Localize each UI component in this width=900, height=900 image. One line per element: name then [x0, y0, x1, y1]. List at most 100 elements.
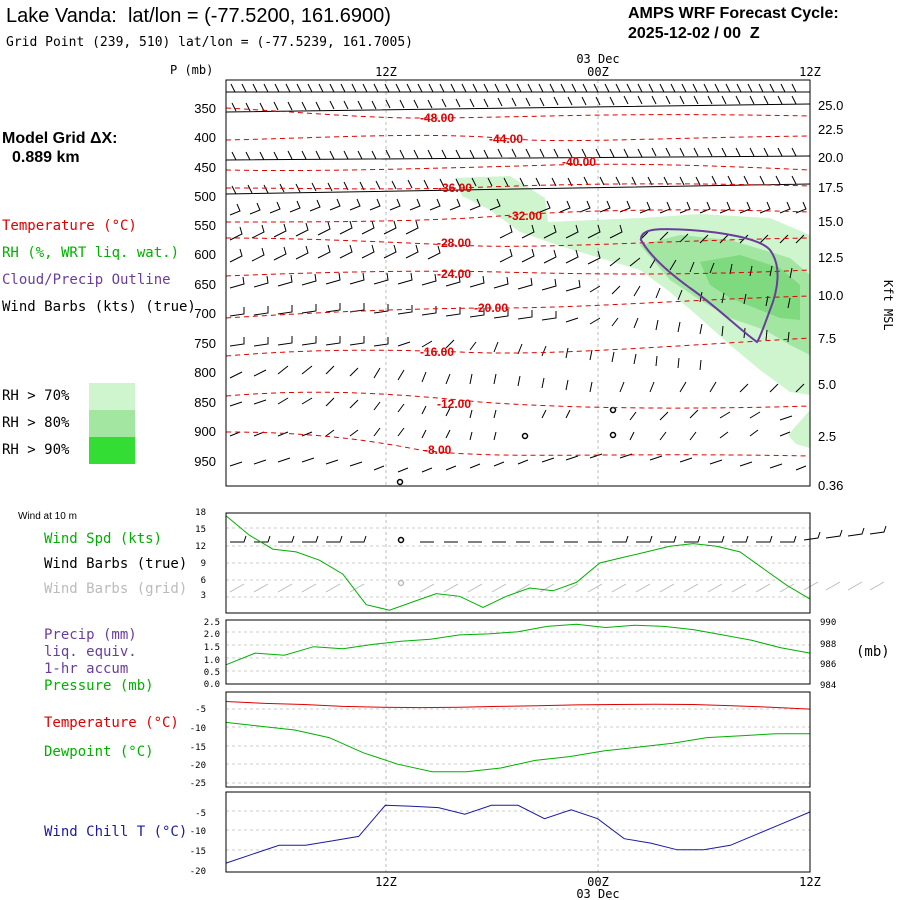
contour-label-16: -16.00	[420, 345, 454, 359]
precip-pressure-panel	[225, 619, 811, 685]
wc-tick-5: -5	[195, 809, 206, 819]
contour-44	[225, 134, 811, 142]
wind-barbs-true-row	[230, 525, 887, 543]
contour-label-32: -32.00	[508, 209, 542, 223]
calm-circle-1	[609, 406, 617, 414]
model-grid-value: 0.889 km	[12, 149, 80, 166]
height-tick-20: 20.0	[818, 150, 843, 165]
rh70-label: RH > 70%	[2, 388, 70, 404]
windchill-panel-ticks: -5 -10 -15 -20	[190, 809, 206, 877]
temp-tick-15: -15	[190, 743, 206, 753]
forecast-cycle-label: AMPS WRF Forecast Cycle:	[628, 5, 839, 22]
precip-tick-1-5: 1.5	[204, 643, 220, 653]
bottom-time-00z: 00Z	[587, 875, 609, 889]
pressure-tick-350: 350	[194, 101, 216, 116]
wind-chill-series	[225, 804, 811, 864]
temperature-contour-labels: -48.00 -44.00 -40.00 -36.00 -32.00 -28.0…	[420, 111, 596, 457]
wind-barb-field	[225, 83, 811, 473]
barb-row-550	[229, 198, 807, 216]
temp-dewpoint-panel	[225, 691, 811, 788]
height-tick-10: 10.0	[818, 288, 843, 303]
barb-row-350	[226, 83, 810, 93]
pressure-tick-500: 500	[194, 189, 216, 204]
top-time-00z: 00Z	[587, 65, 609, 79]
contour-label-12: -12.00	[437, 397, 471, 411]
height-tick-labels: 25.0 22.5 20.0 17.5 15.0 12.5 10.0 7.5 5…	[818, 98, 843, 493]
wind-speed-series	[225, 515, 811, 611]
height-tick-25: 25.0	[818, 98, 843, 113]
dewpoint-series	[225, 721, 810, 773]
wind-calm-grid	[397, 579, 405, 587]
height-tick-7: 7.5	[818, 331, 836, 346]
legend-wind: Wind Barbs (kts) (true)	[2, 299, 196, 315]
pressure-tick-400: 400	[194, 130, 216, 145]
contour-24	[225, 269, 811, 277]
chart-title: Lake Vanda: lat/lon = (-77.5200, 161.690…	[6, 5, 391, 27]
calm-circle-3	[609, 431, 617, 439]
contour-label-44: -44.00	[489, 132, 523, 146]
pressure-series	[225, 623, 811, 666]
pressure-tick-800: 800	[194, 365, 216, 380]
wind-panel-ticks: 18 15 12 9 6 3	[195, 508, 206, 601]
pressure-tick-900: 900	[194, 424, 216, 439]
wind-barbs-grid-label: Wind Barbs (grid)	[44, 581, 187, 597]
wc-tick-10: -10	[190, 827, 206, 837]
pressure-axis-label: P (mb)	[170, 63, 213, 77]
bottom-time-12z-b: 12Z	[799, 875, 821, 889]
contour-20	[225, 295, 811, 319]
height-tick-0: 0.36	[818, 478, 843, 493]
legend-rh: RH (%, WRT liq. wat.)	[2, 245, 179, 261]
barb-row-900	[229, 397, 793, 421]
pressure-tick-650: 650	[194, 277, 216, 292]
contour-48	[225, 107, 811, 119]
cross-section-panel: -48.00 -44.00 -40.00 -36.00 -32.00 -28.0…	[225, 79, 811, 487]
contour-32	[225, 209, 811, 223]
temperature-contours	[225, 107, 811, 457]
pressure-tick-600: 600	[194, 247, 216, 262]
barb-row-surface	[229, 453, 807, 473]
wind-speed-label: Wind Spd (kts)	[44, 531, 162, 547]
windchill-frame	[225, 791, 811, 873]
top-time-12z-b: 12Z	[799, 65, 821, 79]
wind-tick-6: 6	[201, 576, 206, 586]
wc-tick-15: -15	[190, 847, 206, 857]
pressure-tick-750: 750	[194, 336, 216, 351]
temperature-series	[225, 701, 811, 710]
height-tick-5: 5.0	[818, 377, 836, 392]
calm-circle-4	[396, 478, 404, 486]
wind-tick-18: 18	[195, 508, 206, 518]
model-grid-label: Model Grid ΔX:	[2, 130, 118, 147]
wind-10m-label: Wind at 10 m	[18, 511, 77, 522]
contour-40	[225, 163, 811, 172]
wind-barbs-true-label: Wind Barbs (true)	[44, 556, 187, 572]
wind-tick-12: 12	[195, 542, 206, 552]
pressure-tick-450: 450	[194, 160, 216, 175]
contour-label-48: -48.00	[420, 111, 454, 125]
precip-tick-0-5: 0.5	[204, 668, 220, 678]
wind-barbs-grid-row	[229, 581, 885, 593]
temp-tick-20: -20	[190, 761, 206, 771]
precip-pressure-frame	[225, 619, 811, 685]
cross-section-frame	[225, 79, 811, 487]
precip-tick-2-0: 2.0	[204, 630, 220, 640]
contour-label-40: -40.00	[562, 155, 596, 169]
windchill-panel	[225, 791, 811, 873]
forecast-cycle-value: 2025-12-02 / 00 Z	[628, 25, 760, 42]
temp-tick-25: -25	[190, 779, 206, 789]
calm-circle-2	[521, 432, 529, 440]
rh90-label: RH > 90%	[2, 442, 70, 458]
legend-cloud: Cloud/Precip Outline	[2, 272, 171, 288]
cloud-outline	[640, 228, 779, 344]
height-tick-2: 2.5	[818, 429, 836, 444]
rh70-region	[455, 176, 810, 395]
pressure-panel-ticks: 990 988 986 984	[820, 618, 836, 691]
precip-tick-2-5: 2.5	[204, 618, 220, 628]
contour-label-20: -20.00	[474, 301, 508, 315]
wind-chill-label: Wind Chill T (°C)	[44, 824, 187, 840]
wc-tick-20: -20	[190, 867, 206, 877]
rh90-swatch	[89, 437, 135, 464]
temp-dewpoint-frame	[225, 691, 811, 788]
rh80-label: RH > 80%	[2, 415, 70, 431]
pressure-tick-550: 550	[194, 218, 216, 233]
